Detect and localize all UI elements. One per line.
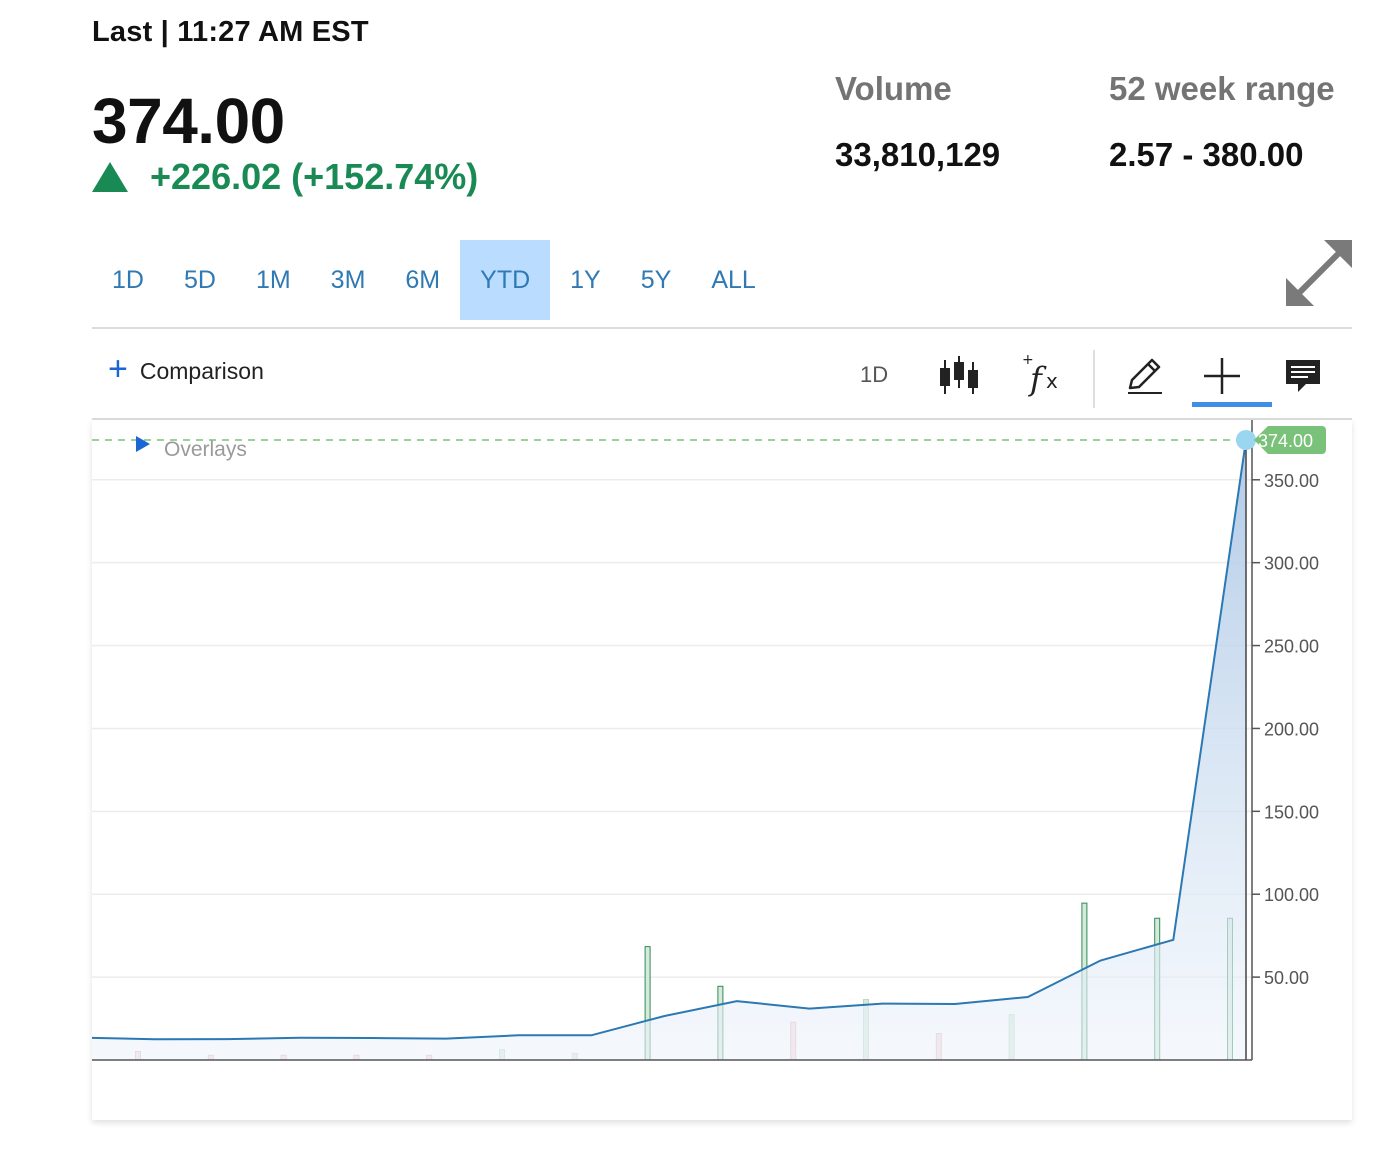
toolbar-separator [1093,350,1095,408]
last-price: 374.00 [92,85,285,157]
range-tab-3m[interactable]: 3M [330,266,366,294]
last-price-dot [1236,430,1256,450]
overlays-label: Overlays [164,438,247,461]
last-price-tag-label: 374.00 [1258,431,1313,451]
last-updated-label: Last | 11:27 AM EST [92,16,369,48]
up-triangle-icon [92,162,128,192]
crosshair-active-indicator [1192,402,1272,407]
draw-pencil-icon[interactable] [1124,356,1164,401]
price-line [92,439,1247,1041]
range-tab-1d[interactable]: 1D [112,266,144,294]
price-chart-svg[interactable]: 50.00 100.00 150.00 200.00 250.00 300.00 350.0… [92,420,1352,1120]
52-week-range-label: 52 week range [1109,70,1335,107]
gridlines [92,479,1252,978]
last-price-tag [1254,426,1326,454]
y-tick-label: 200.00 [1264,719,1319,739]
y-tick-label: 300.00 [1264,554,1319,574]
52-week-range-stat: 52 week range 2.57 - 380.00 [1109,70,1335,174]
svg-text:x: x [1046,369,1058,393]
svg-text:f: f [1028,360,1047,398]
tabs-divider [92,327,1352,329]
time-range-tabs: 1D 5D 1M 3M 6M YTD 1Y 5Y ALL [92,240,776,320]
range-tab-5d[interactable]: 5D [183,266,216,294]
range-tab-1y[interactable]: 1Y [570,266,601,294]
range-tab-all[interactable]: ALL [711,266,756,294]
overlays-toggle[interactable]: Overlays [136,436,247,461]
price-change-row: +226.02 (+152.74%) [92,156,478,198]
range-tab-5y[interactable]: 5Y [640,266,672,294]
volume-value: 33,810,129 [835,136,1001,173]
range-tab-1m[interactable]: 1M [255,266,291,294]
expand-chart-icon[interactable] [1284,238,1354,308]
toolbar-divider [92,418,1352,420]
svg-text:+: + [1022,354,1034,368]
volume-stat: Volume 33,810,129 [835,70,1000,174]
y-tick-label: 50.00 [1264,968,1309,988]
crosshair-icon[interactable] [1202,356,1242,401]
range-tab-6m[interactable]: 6M [405,266,441,294]
range-tab-ytd[interactable]: YTD [460,240,551,320]
price-chart[interactable]: 50.00 100.00 150.00 200.00 250.00 300.00 350.0… [92,420,1352,1120]
y-tick-label: 150.00 [1264,802,1319,822]
price-series-line [92,439,1247,1041]
y-tick-label: 350.00 [1264,471,1319,491]
candlestick-chart-icon[interactable] [938,354,980,401]
last-price-marker: 374.00 [92,426,1326,454]
plus-icon: + [108,350,128,388]
y-tick-label: 100.00 [1264,885,1319,905]
52-week-range-value: 2.57 - 380.00 [1109,136,1304,173]
y-axis: 50.00 100.00 150.00 200.00 250.00 300.00 350.0… [92,420,1319,1061]
interval-button[interactable]: 1D [860,362,889,387]
add-comparison-button[interactable]: + Comparison [108,352,264,386]
indicators-fx-icon[interactable]: + f x [1022,352,1066,403]
price-area [92,440,1247,1060]
price-area-fill [92,440,1246,1060]
volume-label: Volume [835,70,952,107]
play-triangle-icon [136,436,150,452]
y-tick-label: 250.00 [1264,637,1319,657]
price-change: +226.02 (+152.74%) [150,156,479,197]
comparison-label: Comparison [139,357,264,384]
comment-icon[interactable] [1284,358,1324,399]
